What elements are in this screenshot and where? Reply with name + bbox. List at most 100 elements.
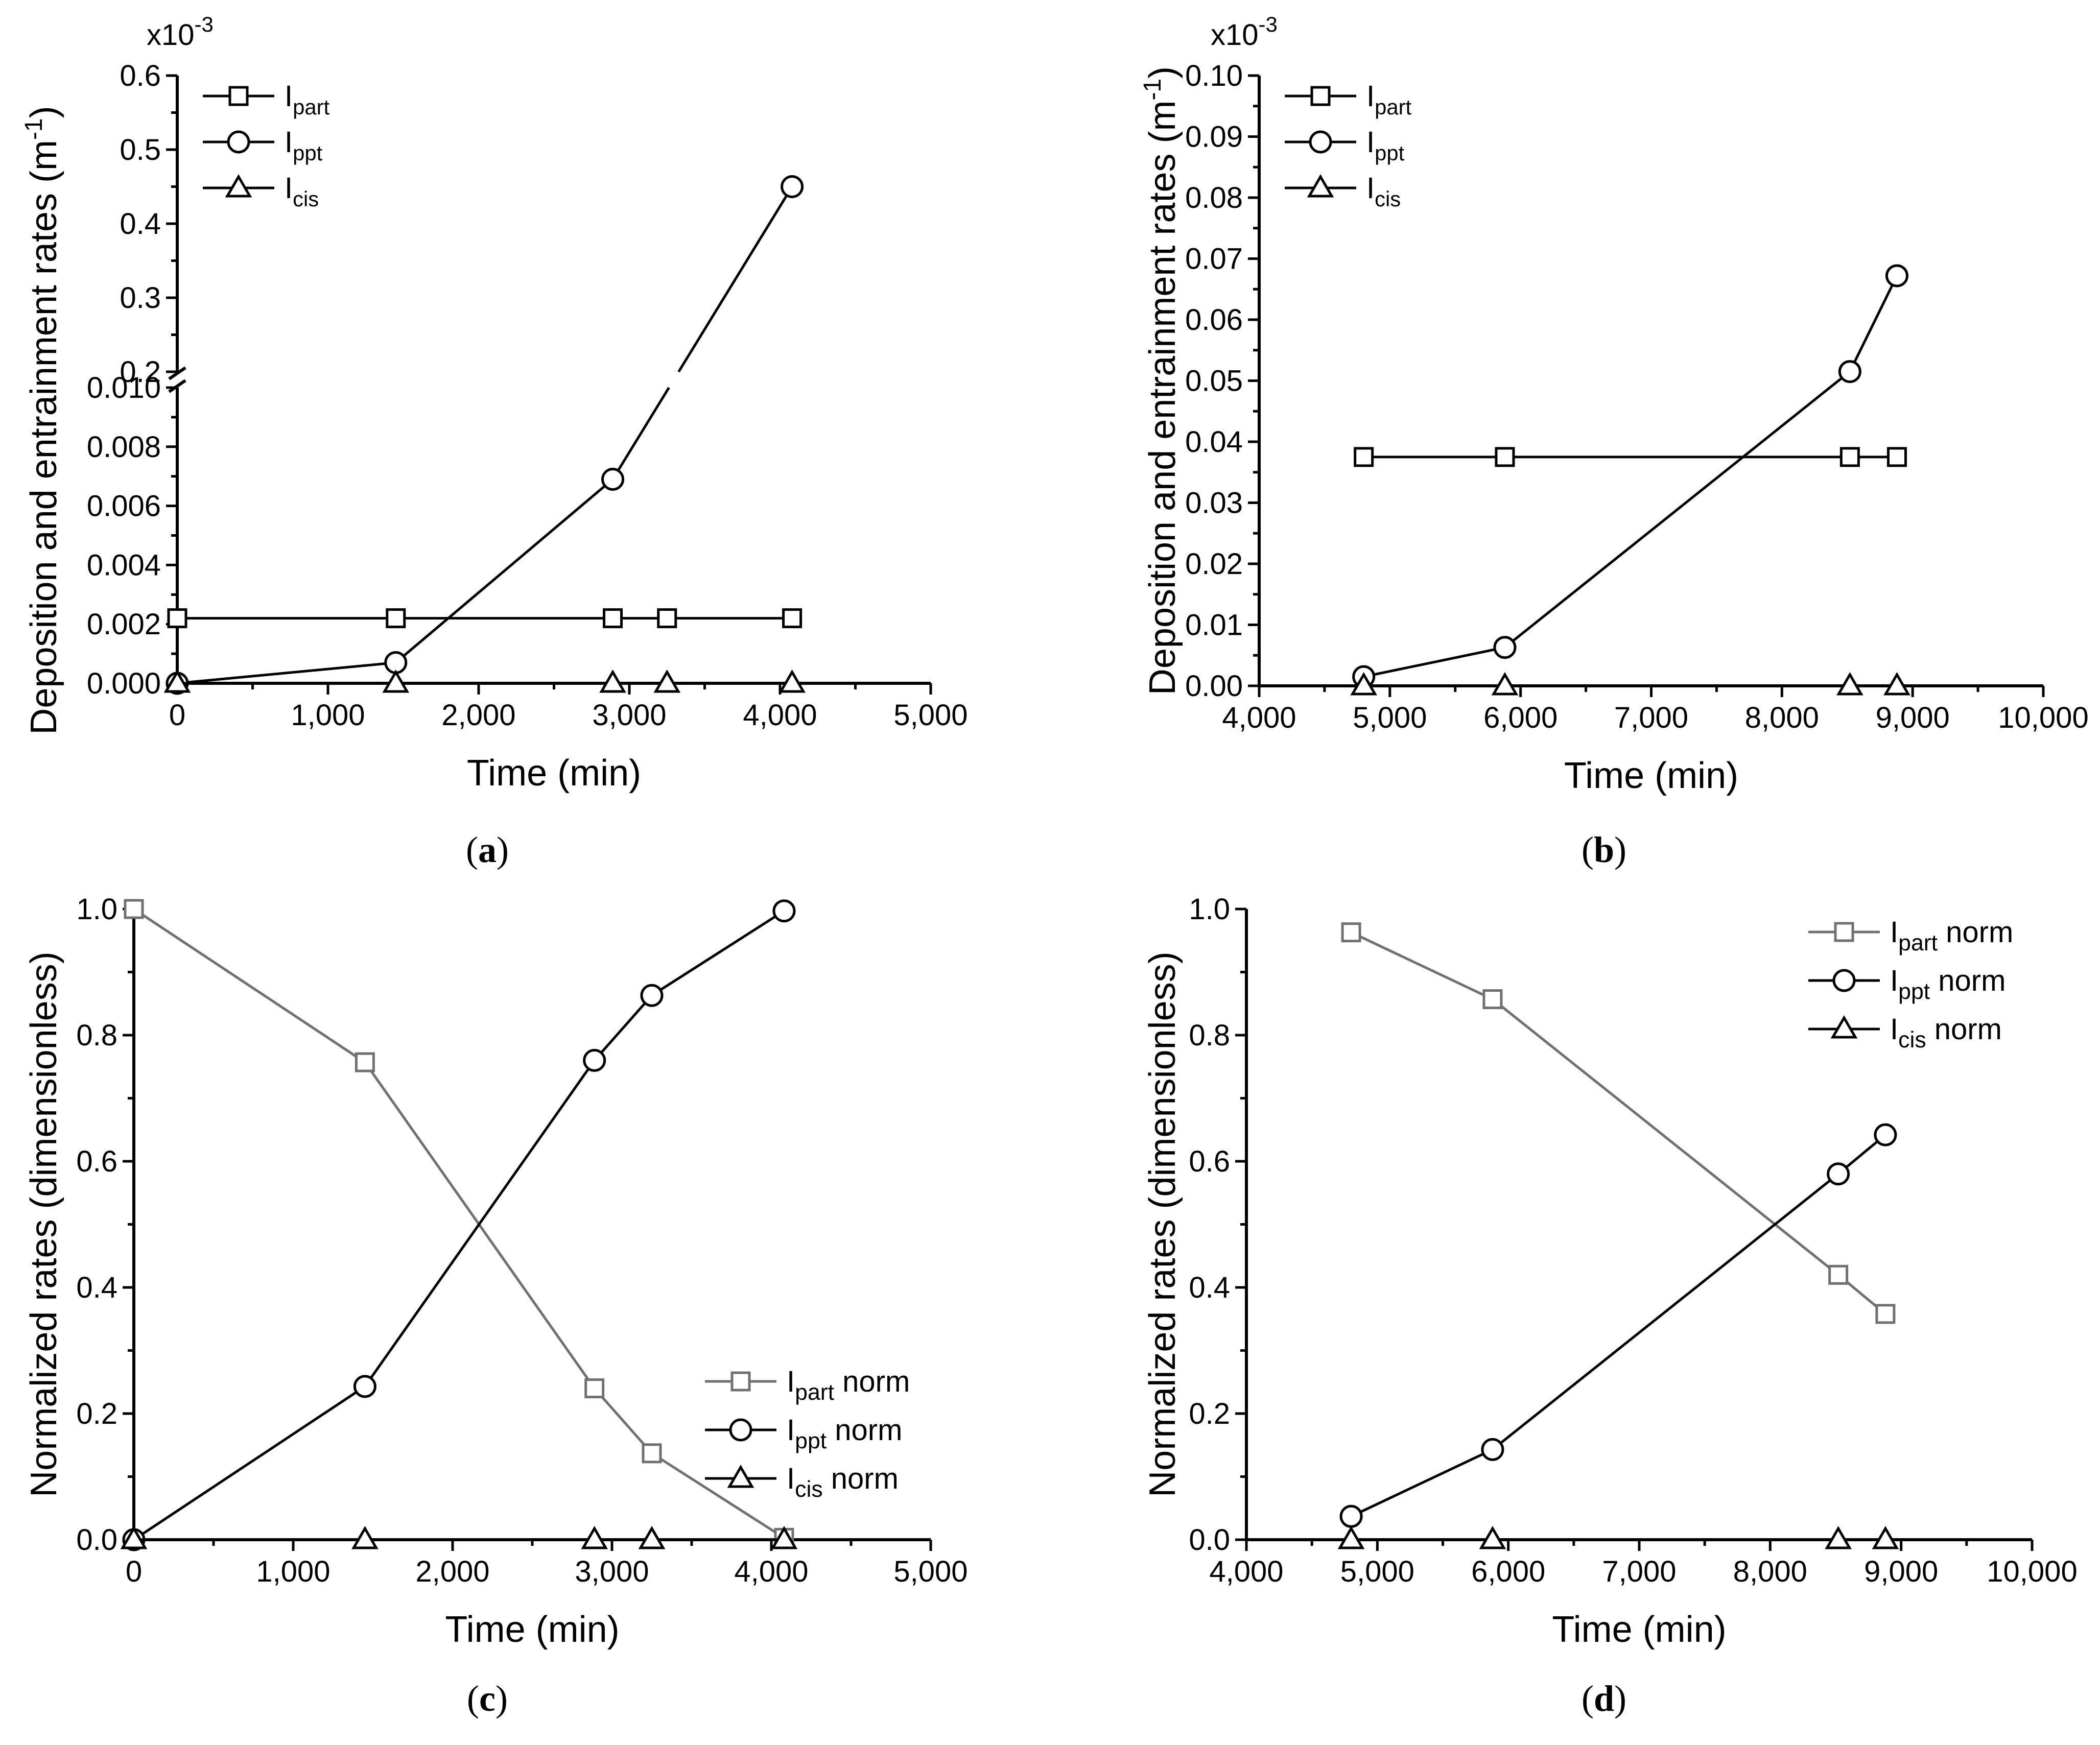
- x-tick-label: 2,000: [441, 699, 515, 732]
- legend-name: I: [1890, 964, 1898, 997]
- y-tick-label: 0.3: [120, 281, 161, 315]
- data-point-cis: [351, 1526, 379, 1549]
- legend-entry-ppt: Ippt norm: [1808, 964, 2005, 1004]
- y-axis-multiplier: x10-3: [1211, 12, 1278, 52]
- y-tick-label: 0.0: [76, 1523, 117, 1557]
- legend-sub: cis: [293, 187, 319, 211]
- legend-name: I: [787, 1462, 795, 1495]
- x-tick-label: 4,000: [1222, 701, 1296, 734]
- caption-close: ): [495, 1678, 508, 1719]
- y-tick-label: 0.000: [87, 667, 161, 700]
- y-tick-label: 0.08: [1185, 181, 1243, 214]
- axis-break-mark: [168, 366, 186, 380]
- x-tick-label: 2,000: [415, 1555, 489, 1588]
- legend-entry-part: Ipart: [1285, 80, 1411, 119]
- data-point-part: [355, 1052, 375, 1072]
- caption-close: ): [1614, 1678, 1626, 1719]
- y-tick-label: 0.8: [76, 1019, 117, 1052]
- data-point-ppt: [583, 1048, 606, 1072]
- y-tick-label: 0.4: [120, 207, 161, 241]
- y-axis-title: Deposition and entrainment rates (m-1): [1139, 66, 1183, 695]
- data-point-ppt: [1874, 1123, 1897, 1146]
- caption-letter: c: [479, 1678, 495, 1719]
- y-tick-label: 0.6: [76, 1145, 117, 1178]
- legend-name: I: [1890, 1013, 1898, 1046]
- legend-label: Ippt norm: [1890, 964, 2005, 1004]
- data-point-ppt: [1481, 1438, 1504, 1461]
- caption-letter: d: [1594, 1678, 1614, 1719]
- panel-caption: (b): [1582, 829, 1626, 870]
- legend-label: Icis norm: [787, 1462, 899, 1502]
- legend-name: I: [285, 126, 293, 159]
- x-tick-label: 3,000: [592, 699, 666, 732]
- x-tick-label: 1,000: [291, 699, 365, 732]
- series-cis: [1350, 672, 1910, 696]
- data-point-cis: [1350, 672, 1378, 696]
- legend-name: I: [285, 172, 293, 205]
- data-point-ppt: [640, 984, 664, 1007]
- y-axis-title-close: ): [23, 106, 64, 118]
- series-part: [1341, 922, 1896, 1324]
- legend-label: Ipart: [1366, 80, 1411, 119]
- caption-close: ): [497, 829, 509, 870]
- legend-sub: ppt: [1898, 979, 1930, 1004]
- panel-c: 0.0 0.2 0.4 0.6 0.8 1.0 0 1,000 2,000 3,000 4,000 5…: [23, 893, 968, 1719]
- legend-entry-part: Ipart norm: [705, 1365, 910, 1405]
- data-point-cis: [382, 670, 410, 693]
- legend-sub: ppt: [795, 1428, 827, 1453]
- x-tick-label: 0: [126, 1555, 142, 1588]
- data-point-cis: [1872, 1526, 1899, 1549]
- data-point-part: [1839, 447, 1860, 467]
- y-tick-label: 0.04: [1185, 425, 1243, 459]
- data-point-cis: [1491, 672, 1519, 696]
- legend-entry-cis: Icis norm: [705, 1462, 899, 1502]
- data-point-ppt: [601, 467, 625, 491]
- y-tick-label: 0.07: [1185, 243, 1243, 276]
- y-axis-title: Normalized rates (dimensionless): [23, 951, 64, 1497]
- legend-marker: [730, 1371, 751, 1392]
- data-point-ppt: [353, 1375, 376, 1398]
- data-point-part: [1886, 447, 1907, 467]
- y-tick-label: 0.05: [1185, 365, 1243, 398]
- legend-marker: [1307, 174, 1334, 198]
- data-point-part: [1482, 989, 1503, 1010]
- legend-label: Ippt: [1366, 126, 1405, 165]
- y-axis-title-text: Deposition and entrainment rates (m: [1142, 101, 1183, 696]
- legend-sub: cis: [1898, 1027, 1926, 1053]
- x-tick-label: 5,000: [1353, 701, 1427, 734]
- data-point-part: [386, 608, 406, 629]
- legend-sub: part: [1375, 95, 1411, 119]
- y-axis-title-text: Deposition and entrainment rates (m: [23, 140, 64, 735]
- legend-suffix: norm: [1938, 916, 2013, 949]
- x-tick-label: 1,000: [256, 1555, 330, 1588]
- legend-entry-part: Ipart: [203, 80, 329, 119]
- series-ppt: [166, 175, 804, 695]
- data-point-cis: [778, 670, 806, 693]
- panel-d: 0.0 0.2 0.4 0.6 0.8 1.0 4,000 5,000 6,000 7,000 8,…: [1142, 893, 2078, 1719]
- x-tick-label: 9,000: [1864, 1555, 1938, 1588]
- series-line-segment: [611, 387, 670, 480]
- x-tick-label: 5,000: [1340, 1555, 1414, 1588]
- legend-marker: [727, 1465, 754, 1488]
- panel-caption: (d): [1582, 1678, 1626, 1719]
- legend-name: I: [1890, 916, 1898, 949]
- data-point-part: [124, 899, 144, 919]
- y-axis-title-sup: -1: [1139, 79, 1166, 101]
- legend-name: I: [1366, 80, 1375, 113]
- y-tick-label: 0.0: [1189, 1523, 1230, 1557]
- y-tick-label: 0.00: [1185, 670, 1243, 703]
- x-tick-label: 7,000: [1614, 701, 1688, 734]
- y-tick-label: 0.01: [1185, 609, 1243, 642]
- legend-label: Icis: [285, 172, 319, 211]
- data-point-cis: [638, 1526, 666, 1549]
- legend-entry-ppt: Ippt norm: [705, 1414, 902, 1453]
- data-point-ppt: [1339, 1504, 1363, 1528]
- legend-name: I: [285, 80, 293, 113]
- legend-suffix: norm: [1930, 964, 2005, 997]
- data-point-cis: [1479, 1526, 1506, 1549]
- multiplier-exp: -3: [1259, 12, 1278, 36]
- data-point-ppt: [1885, 264, 1908, 288]
- data-point-part: [584, 1378, 605, 1399]
- legend-entry-cis: Icis: [203, 172, 319, 211]
